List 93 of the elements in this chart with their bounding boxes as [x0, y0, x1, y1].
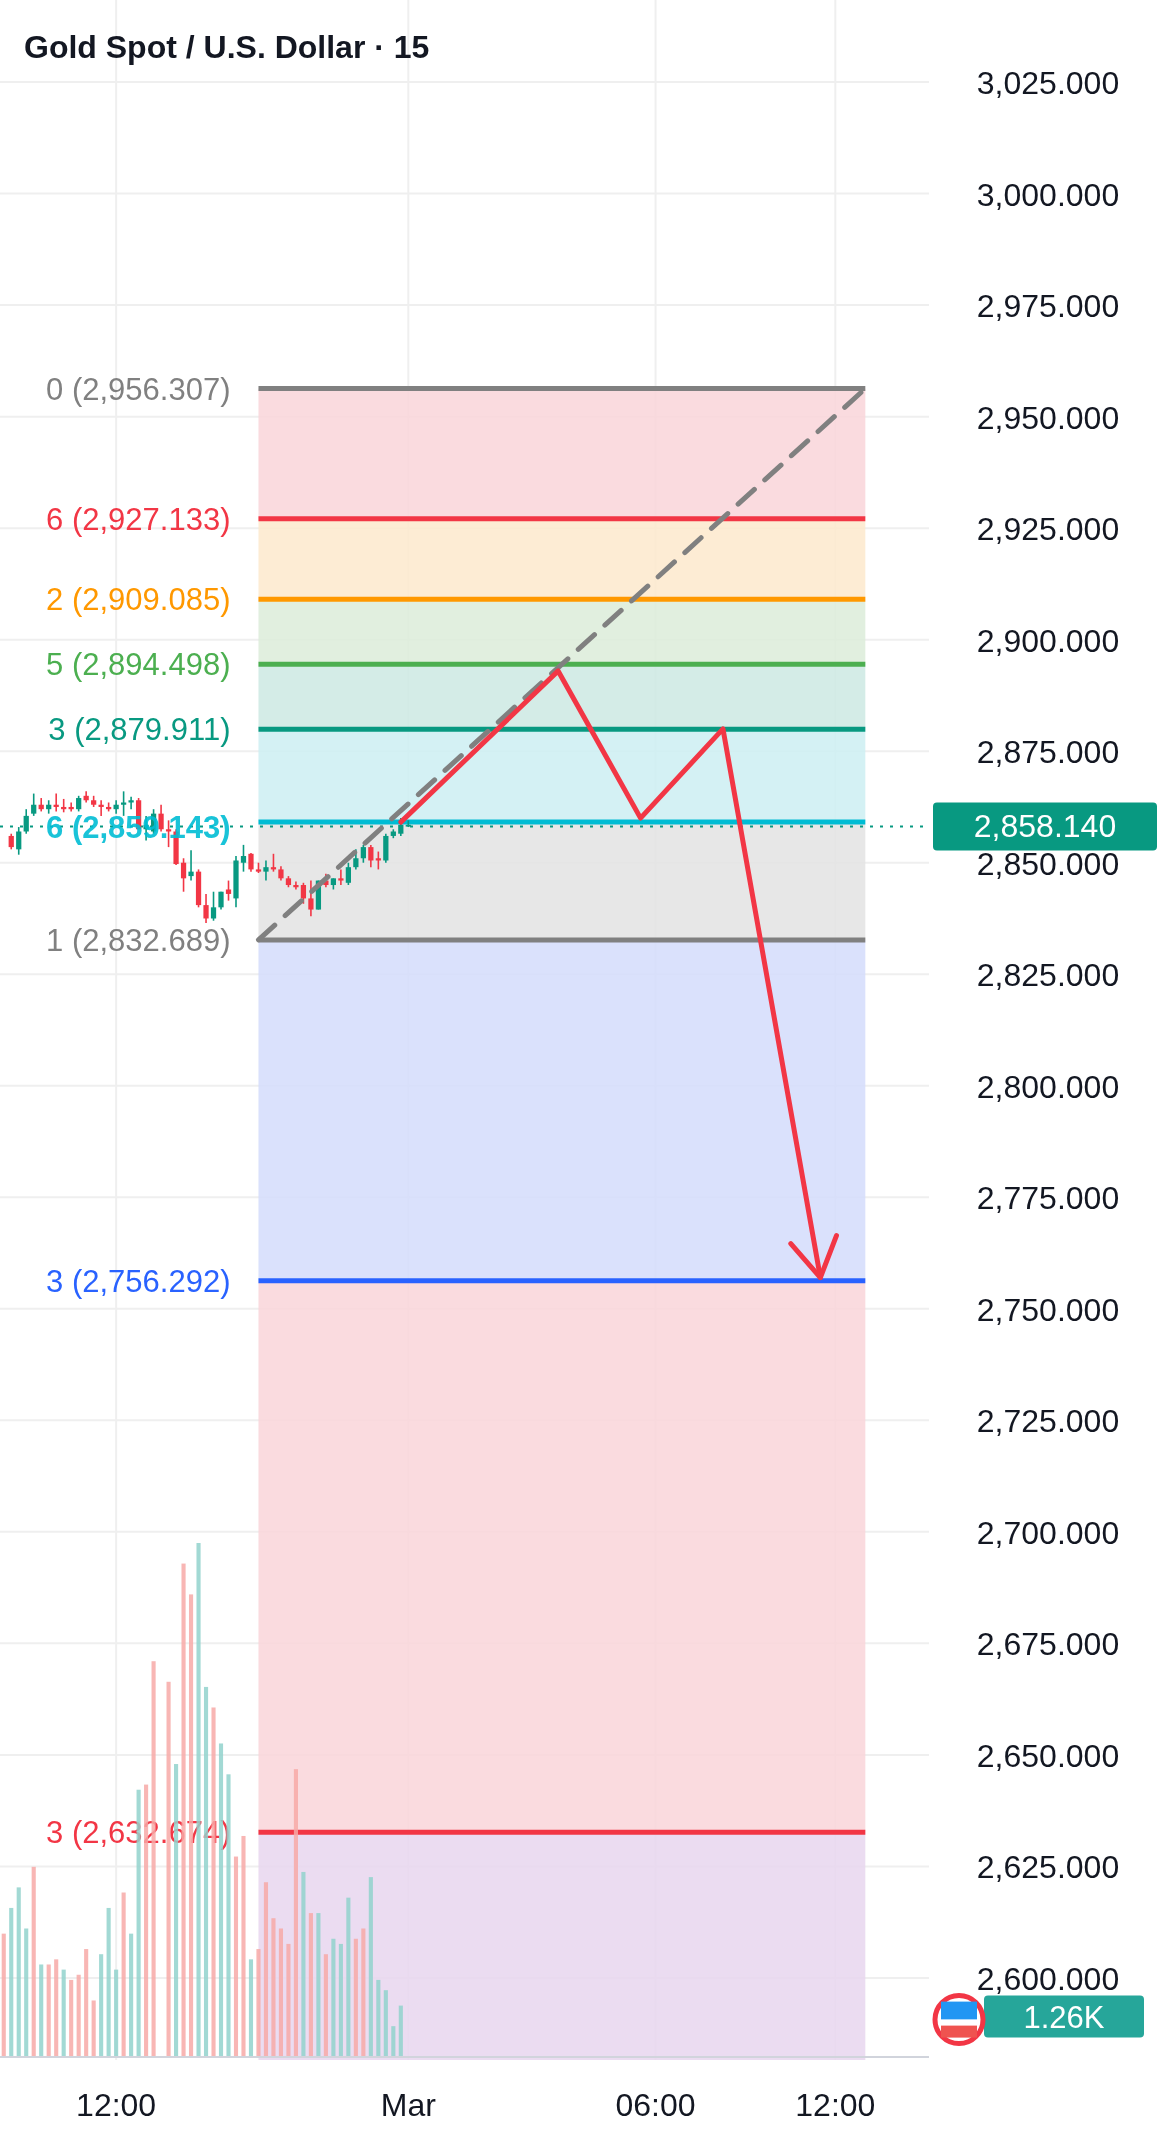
x-tick-label: 12:00: [76, 2087, 157, 2123]
candlestick: [248, 852, 254, 873]
bar: [121, 1892, 126, 2057]
ref-line-label: 3 (2,879.911): [48, 712, 231, 748]
bar: [39, 1964, 44, 2057]
ref-line-label: 0 (2,956.307): [46, 371, 231, 407]
bar: [383, 1990, 388, 2057]
y-tick-label: 2,725.000: [976, 1403, 1120, 1440]
candlestick: [31, 792, 37, 817]
bar: [46, 1964, 51, 2057]
ref-line-label: 6 (2,927.133): [46, 501, 231, 537]
y-tick-label: 2,825.000: [976, 957, 1120, 994]
y-tick-label: 3,025.000: [976, 65, 1120, 102]
bar: [84, 1949, 89, 2057]
candlestick: [263, 859, 269, 882]
bar: [331, 1938, 336, 2057]
y-tick-label: 2,600.000: [976, 1960, 1120, 1997]
bar: [129, 1933, 134, 2057]
bar: [278, 1928, 284, 2057]
bar: [91, 2000, 96, 2057]
candlestick: [338, 868, 344, 886]
y-tick-label: 2,850.000: [976, 845, 1120, 882]
candlestick: [16, 826, 22, 856]
ref-line-label: 3 (2,632.674): [46, 1815, 231, 1851]
y-tick-label: 2,800.000: [976, 1068, 1120, 1105]
ref-line-label: 3 (2,756.292): [46, 1263, 231, 1299]
bar: [346, 1897, 351, 2057]
bar: [353, 1938, 358, 2057]
bar: [391, 2026, 396, 2057]
candlestick: [308, 879, 314, 918]
candlestick: [345, 861, 351, 886]
candlestick: [293, 880, 299, 891]
y-tick-label: 2,775.000: [976, 1180, 1120, 1217]
candlestick: [128, 795, 134, 810]
bar: [241, 1835, 246, 2057]
bar: [61, 1969, 66, 2057]
bar: [256, 1949, 261, 2057]
ref-line-label: 2 (2,909.085): [46, 582, 231, 618]
ref-line-label: 1 (2,832.689): [46, 922, 231, 958]
bar: [293, 1769, 298, 2057]
candlestick: [188, 849, 194, 882]
bar: [248, 1959, 254, 2057]
text: Gold Spot / U.S. Dollar · 15: [24, 29, 430, 65]
y-tick-label: 2,975.000: [976, 288, 1120, 325]
bar: [308, 1913, 313, 2057]
bar: [9, 1907, 14, 2057]
x-tick-label: Mar: [380, 2087, 437, 2123]
x-tick-label: 06:00: [615, 2087, 696, 2123]
bar: [271, 1918, 276, 2057]
candlestick: [300, 881, 307, 905]
bar: [263, 1882, 269, 2057]
bar: [233, 1856, 239, 2057]
y-tick-label: 3,000.000: [976, 176, 1120, 213]
y-tick-label: 2,875.000: [976, 734, 1120, 771]
bar: [114, 1969, 119, 2057]
candlestick: [225, 879, 232, 902]
y-tick-label: 2,625.000: [976, 1849, 1120, 1886]
bar: [398, 2005, 403, 2057]
bar: [316, 1913, 321, 2057]
bar: [69, 1979, 74, 2057]
bar: [323, 1954, 328, 2057]
bar: [16, 1887, 21, 2057]
candlestick: [240, 844, 247, 873]
bar: [54, 1959, 59, 2057]
bar: [338, 1943, 343, 2057]
y-tick-label: 2,750.000: [976, 1291, 1120, 1328]
ref-line-label: 5 (2,894.498): [46, 647, 231, 683]
candlestick: [203, 893, 209, 924]
y-tick-label: 2,900.000: [976, 622, 1120, 659]
y-tick-label: 2,675.000: [976, 1626, 1120, 1663]
bar: [301, 1871, 306, 2057]
bar: [368, 1877, 373, 2057]
bar: [1, 1933, 6, 2057]
x-tick-label: 12:00: [795, 2087, 876, 2123]
y-tick-label: 2,925.000: [976, 511, 1120, 548]
bar: [361, 1928, 366, 2057]
bar: [24, 1928, 29, 2057]
bar: [76, 1974, 81, 2057]
y-tick-label: 2,700.000: [976, 1514, 1120, 1551]
candlestick: [368, 844, 374, 868]
text: 1.26K: [1023, 1999, 1105, 2035]
candlestick: [353, 848, 359, 871]
candlestick: [121, 790, 127, 817]
ref-line-label: 2,858.140: [973, 808, 1117, 845]
candlestick: [180, 857, 187, 893]
bar: [376, 1979, 381, 2057]
bar: [99, 1954, 104, 2057]
y-tick-label: 2,950.000: [976, 399, 1120, 436]
bar: [106, 1907, 111, 2057]
bar: [31, 1866, 36, 2057]
y-tick-label: 2,650.000: [976, 1737, 1120, 1774]
bar: [286, 1943, 291, 2057]
candlestick: [210, 890, 217, 922]
